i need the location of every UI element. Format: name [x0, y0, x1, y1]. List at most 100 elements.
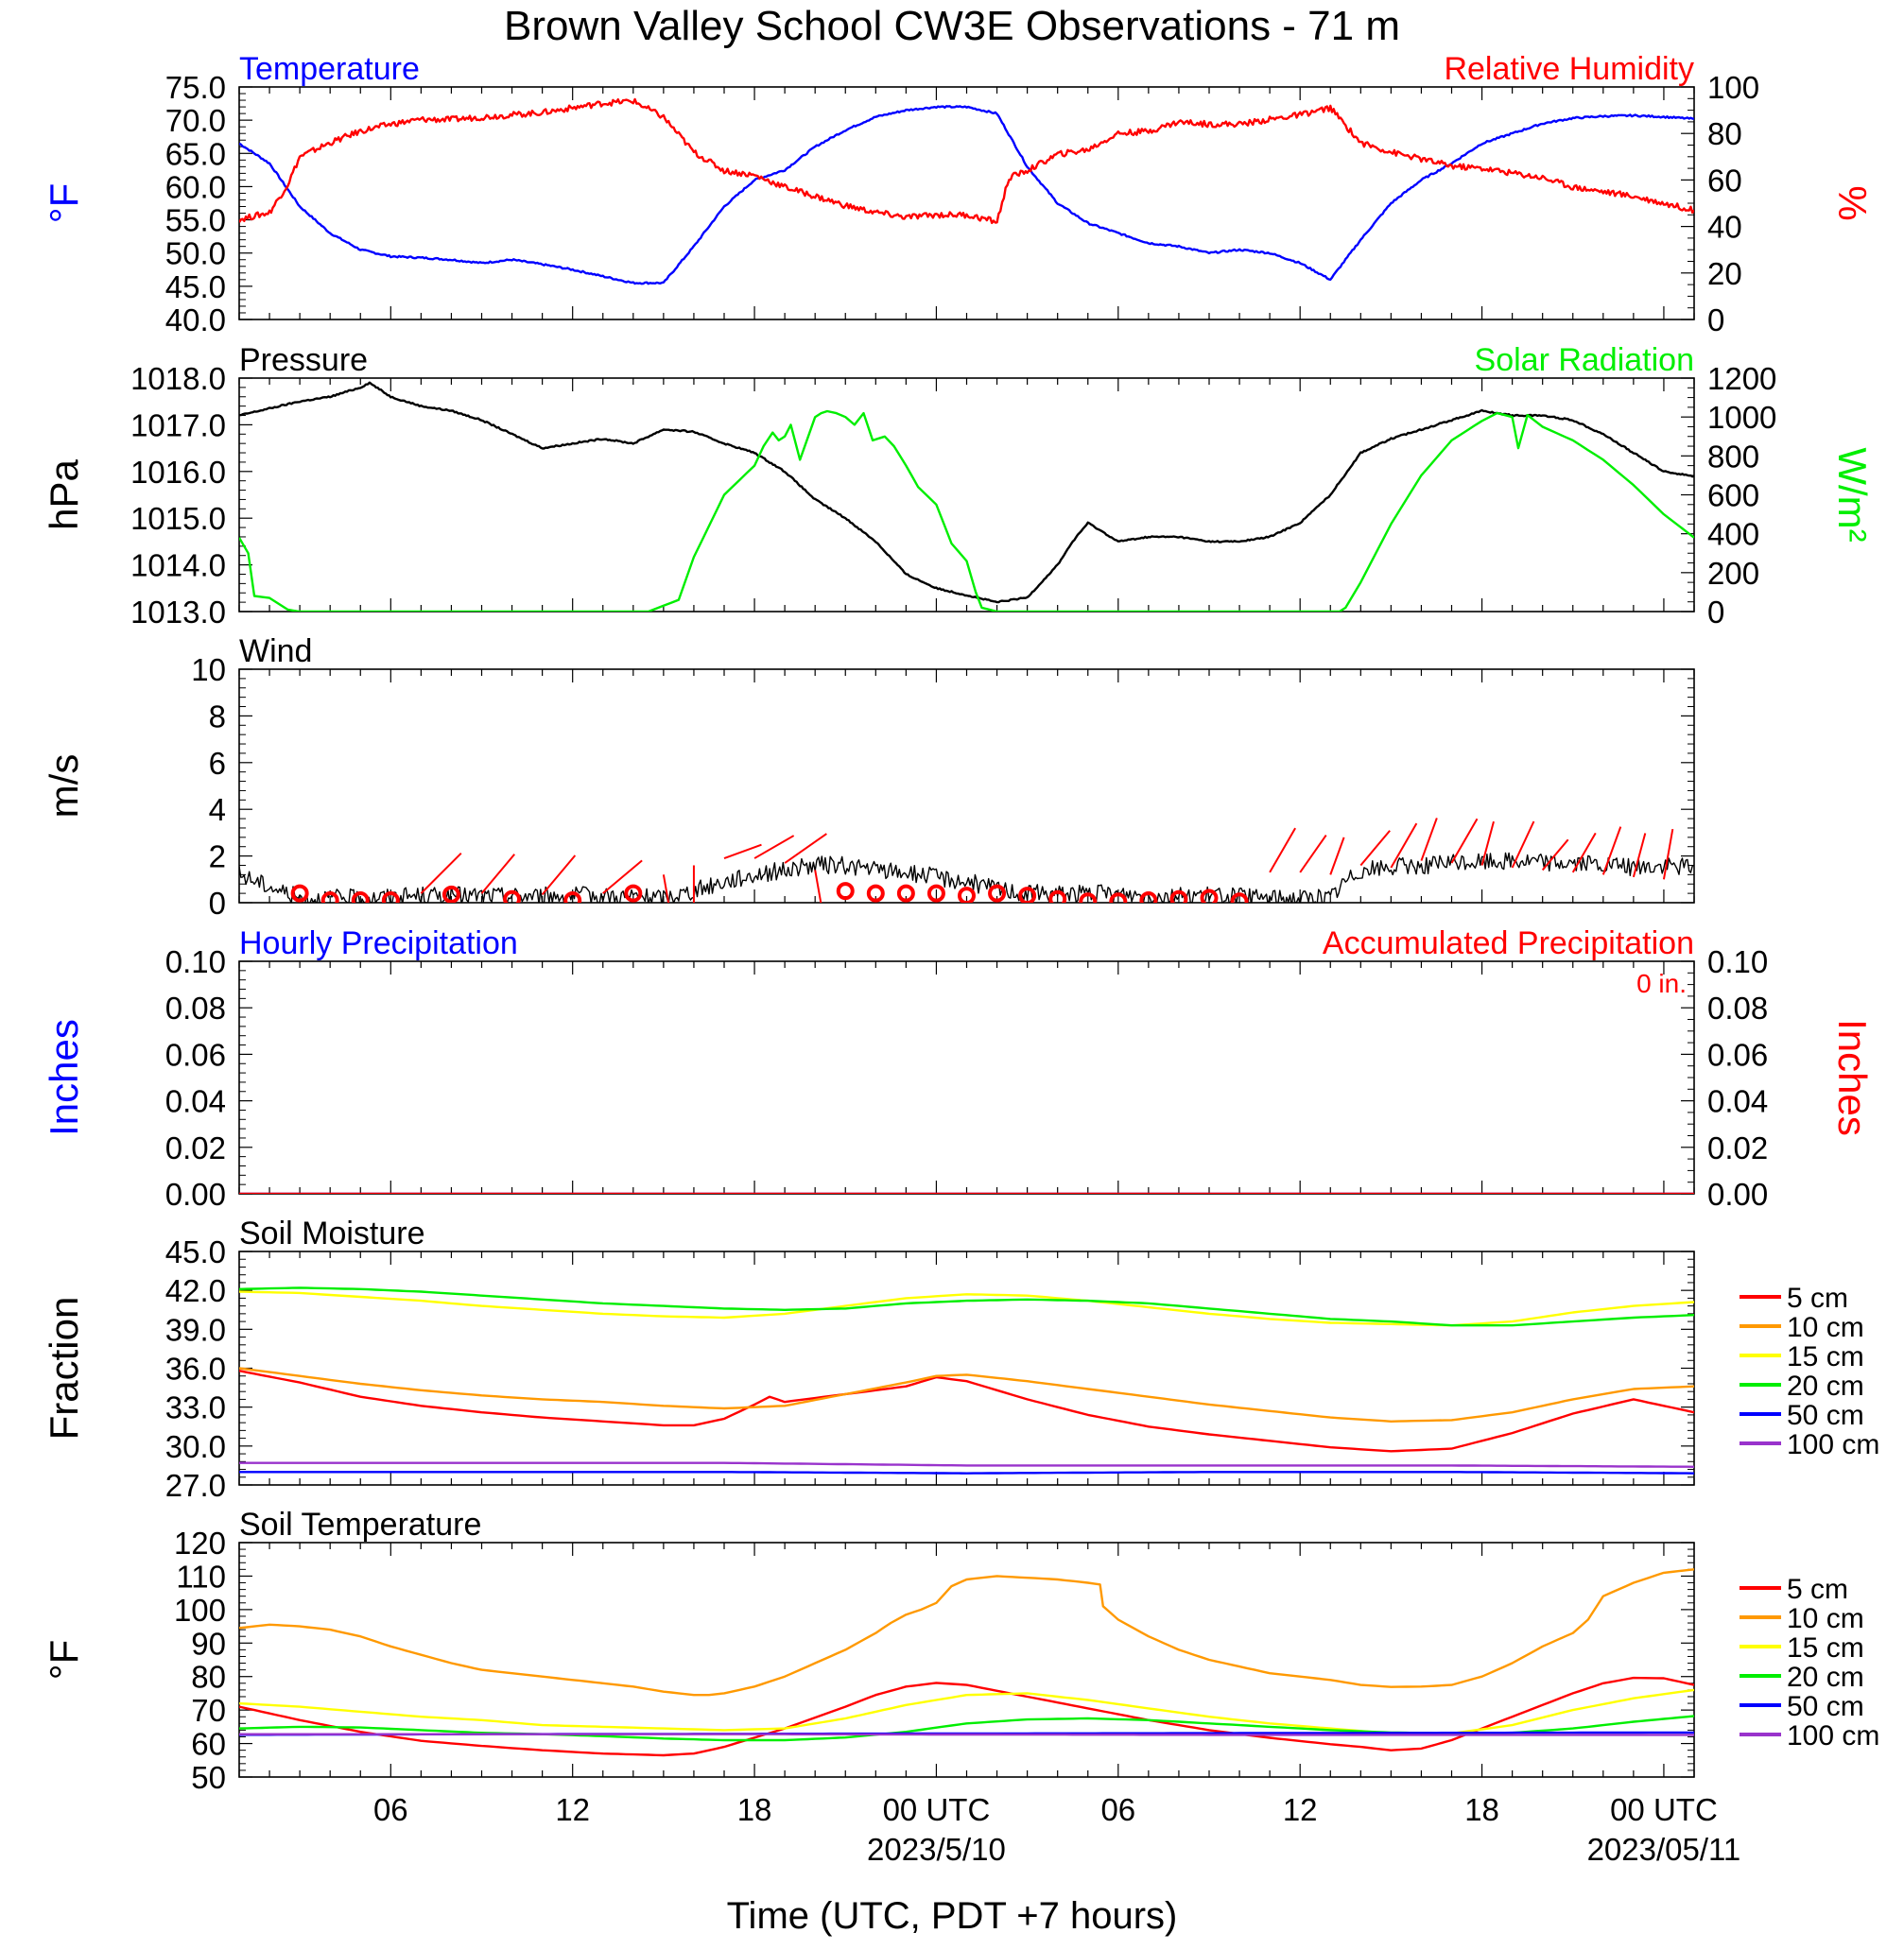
legend-label: 15 cm: [1787, 1632, 1864, 1664]
y-tick-label-left: 40.0: [165, 302, 226, 337]
x-tick-label: 06: [373, 1792, 408, 1827]
wind-calm-marker: [1169, 889, 1188, 903]
y-tick-label-left: 70.0: [165, 103, 226, 138]
panel-annotation: 0 in.: [1636, 969, 1687, 998]
y-tick-label-left: 120: [174, 1526, 226, 1561]
x-tick-label: 18: [737, 1792, 772, 1827]
wind-calm-marker: [351, 891, 370, 903]
wind-barb: [1269, 827, 1296, 873]
y-axis-label-left: m/s: [42, 754, 86, 819]
wind-calm-marker: [1018, 887, 1037, 903]
series-line-20-cm: [239, 1286, 1694, 1327]
series-line-100-cm: [239, 1461, 1694, 1468]
y-tick-label-left: 1016.0: [130, 455, 226, 490]
wind-calm-marker: [563, 891, 582, 903]
x-tick-date-label: 2023/5/10: [867, 1832, 1006, 1867]
panel-frame: [238, 1542, 1695, 1778]
y-axis-label-left: °F: [42, 1640, 86, 1680]
y-tick-label-left: 0: [209, 886, 226, 921]
y-tick-label-left: 75.0: [165, 70, 226, 105]
panel-title-left: Soil Moisture: [239, 1216, 425, 1251]
y-tick-label-left: 0.04: [165, 1084, 226, 1119]
wind-calm-marker: [958, 887, 976, 903]
wind-calm-marker: [896, 884, 915, 903]
series-line-15-cm: [239, 1688, 1694, 1735]
panel-frame: [238, 1251, 1695, 1486]
panel-title-right: Accumulated Precipitation: [1323, 925, 1694, 961]
legend-label: 10 cm: [1787, 1312, 1864, 1343]
y-tick-label-right: 1200: [1707, 361, 1776, 396]
y-tick-label-right: 60: [1707, 163, 1742, 198]
wind-barb: [541, 854, 577, 895]
wind-calm-marker: [988, 884, 1007, 903]
legend-label: 20 cm: [1787, 1371, 1864, 1402]
wind-barb: [1541, 838, 1569, 871]
y-tick-label-left: 42.0: [165, 1273, 226, 1308]
y-tick-label-right: 800: [1707, 439, 1759, 474]
wind-barb: [1390, 822, 1418, 869]
y-tick-label-left: 45.0: [165, 269, 226, 304]
y-axis-label-left: Inches: [42, 1019, 86, 1136]
x-tick-label: 06: [1100, 1792, 1135, 1827]
y-tick-label-left: 45.0: [165, 1234, 226, 1269]
y-tick-label-left: 65.0: [165, 136, 226, 171]
wind-barb: [1359, 830, 1391, 867]
y-tick-label-right: 80: [1707, 116, 1742, 151]
wind-barb: [1662, 828, 1674, 880]
y-axis-label-right: W/m²: [1830, 447, 1875, 542]
y-tick-label-left: 70: [191, 1693, 226, 1728]
wind-calm-marker: [381, 891, 400, 903]
series-line-relative-humidity: [239, 97, 1694, 225]
wind-barb: [1632, 833, 1647, 878]
y-tick-label-right: 0: [1707, 595, 1724, 630]
series-line-10-cm: [239, 1568, 1694, 1697]
wind-barb: [1571, 832, 1597, 873]
wind-barb: [1601, 826, 1622, 875]
panel-title-left: Pressure: [239, 342, 368, 378]
y-tick-label-right: 0.08: [1707, 991, 1768, 1026]
wind-calm-marker: [1109, 892, 1128, 903]
y-tick-label-right: 40: [1707, 210, 1742, 245]
series-line-pressure: [239, 381, 1694, 604]
y-tick-label-left: 39.0: [165, 1312, 226, 1347]
y-tick-label-left: 110: [176, 1559, 226, 1594]
wind-barb: [1329, 837, 1345, 875]
y-tick-label-left: 4: [209, 792, 226, 827]
wind-barb: [784, 833, 827, 864]
y-tick-label-left: 27.0: [165, 1468, 226, 1503]
legend-label: 100 cm: [1787, 1429, 1879, 1460]
wind-calm-marker: [1200, 889, 1219, 903]
y-tick-label-left: 80: [191, 1660, 226, 1695]
series-line-50-cm: [239, 1471, 1694, 1475]
y-tick-label-right: 0.00: [1707, 1177, 1768, 1212]
x-axis: 06 12 18 00 UTC 2023/5/10 06 12 18 00 UTC 2023/05…: [373, 1792, 1740, 1867]
panel-2: 1013.0 1014.0 1015.0 1016.0 1017.0 1018.0 0 200…: [42, 342, 1875, 630]
y-tick-label-right: 0.06: [1707, 1037, 1768, 1072]
y-tick-label-right: 0: [1707, 302, 1724, 337]
wind-calm-marker: [441, 885, 460, 903]
wind-barb: [1450, 818, 1479, 864]
y-tick-label-left: 0.00: [165, 1177, 226, 1212]
y-tick-label-left: 2: [209, 839, 226, 874]
y-tick-label-right: 1000: [1707, 400, 1776, 435]
y-tick-label-right: 200: [1707, 556, 1759, 591]
wind-barb: [1480, 820, 1495, 866]
y-axis-label-left: Fraction: [42, 1297, 86, 1441]
y-tick-label-left: 1015.0: [130, 501, 226, 536]
y-tick-label-left: 100: [174, 1593, 226, 1628]
wind-calm-marker: [926, 884, 945, 903]
x-tick-label: 12: [1283, 1792, 1318, 1827]
wind-calm-marker: [290, 884, 309, 903]
panel-title-left: Hourly Precipitation: [239, 925, 518, 961]
y-tick-label-left: 90: [191, 1626, 226, 1661]
y-tick-label-left: 1013.0: [130, 595, 226, 630]
y-tick-label-left: 30.0: [165, 1429, 226, 1464]
y-tick-label-right: 0.02: [1707, 1130, 1768, 1165]
wind-calm-marker: [1230, 892, 1249, 903]
y-axis-label-left: °F: [42, 183, 86, 223]
panels-group: 40.045.050.055.060.065.070.075.002040608…: [42, 51, 1879, 1795]
y-axis-label-right: %: [1830, 185, 1875, 220]
